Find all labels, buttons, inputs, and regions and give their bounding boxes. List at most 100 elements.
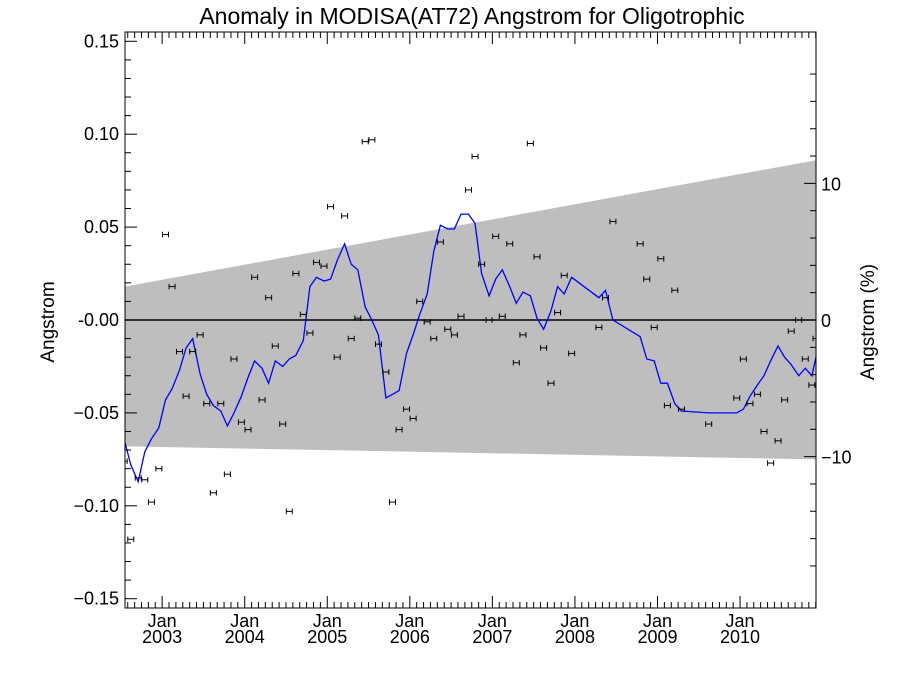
data-point [657,255,665,262]
data-point [388,499,396,505]
y-tick-label: −0.10 [73,496,119,516]
data-point [760,428,768,435]
data-point [492,233,500,240]
y-axis-label: Angstrom [38,281,59,362]
smoothed-line [125,213,816,484]
data-point [382,369,390,375]
data-point [478,261,486,268]
data-point [147,499,155,505]
data-point [787,328,795,334]
data-point [299,311,307,318]
data-point [182,393,190,399]
data-point [457,313,465,320]
data-point [416,298,424,305]
data-point [209,490,217,496]
data-point [506,241,514,247]
x-tick-month: Jan [643,611,672,631]
data-point [733,395,741,401]
data-point [409,415,417,422]
data-point [271,343,279,349]
data-point [540,345,548,351]
data-point [547,380,555,386]
data-point [636,241,644,247]
data-point [423,319,431,325]
data-point [251,274,259,281]
data-point [436,239,444,245]
data-point [155,465,163,472]
data-point [677,406,685,412]
x-tick-year: 2004 [225,627,265,647]
data-point [237,419,245,425]
data-point [244,426,252,433]
x-tick-year: 2010 [720,627,760,647]
data-point [643,276,651,282]
data-point [313,259,321,266]
data-point [774,437,782,444]
data-point [554,309,562,316]
data-point [341,213,349,219]
x-tick-year: 2005 [307,627,347,647]
plot-area: 0.15 0.10 0.05 -0.00 −0.05 −0.10 −0.15 10 0 −10 Ja… [73,31,851,647]
data-point [258,397,266,403]
y-axis-label-right: Angstrom (%) [858,264,879,380]
data-point [217,400,225,407]
data-point [650,324,658,331]
y-tick-label: -0.00 [78,310,119,330]
x-tick-month: Jan [478,611,507,631]
data-point [403,406,411,412]
data-point [450,332,458,338]
data-point [498,313,506,320]
y-right-tick-label: 10 [821,174,841,194]
data-point [595,324,603,331]
data-point [533,254,541,260]
y-tick-label: −0.05 [73,403,119,423]
y-right-tick-label: 0 [821,311,831,331]
y-right-tick-label: −10 [821,448,852,468]
data-point [265,294,273,301]
chart-title: Anomaly in MODISA(AT72) Angstrom for Oli… [199,3,744,29]
data-point [471,153,479,160]
y-tick-label: −0.15 [73,589,119,609]
data-point [327,203,335,210]
x-tick-month: Jan [560,611,589,631]
y-tick-label: 0.05 [84,217,119,237]
data-point [444,326,452,333]
x-tick-year: 2006 [390,627,430,647]
data-point [175,348,183,355]
y-tick-label: 0.15 [84,31,119,51]
data-point [812,335,816,342]
x-tick-month: Jan [726,611,755,631]
data-point [361,138,369,145]
data-point [395,426,403,433]
data-point [795,317,803,323]
data-point [127,536,135,543]
data-point [746,400,754,407]
data-point [203,400,211,407]
data-point [306,330,314,336]
data-point [464,187,472,193]
y-tick-label: 0.10 [84,124,119,144]
data-point [292,270,300,277]
data-point [333,354,341,360]
x-tick-month: Jan [148,611,177,631]
data-point [134,475,142,481]
data-point [753,391,761,398]
x-tick-month: Jan [395,611,424,631]
data-point [189,348,197,355]
x-tick-year: 2008 [555,627,595,647]
data-point [601,294,609,301]
data-point [568,350,576,357]
data-point [161,231,169,238]
data-point [141,477,149,483]
data-point [125,458,128,464]
data-point [609,218,617,225]
x-tick-month: Jan [313,611,342,631]
data-point [739,356,747,362]
data-point [168,283,176,290]
data-point [230,356,238,362]
data-point [663,402,671,409]
x-tick-month: Jan [230,611,259,631]
data-point [347,335,355,342]
data-point [279,421,287,427]
